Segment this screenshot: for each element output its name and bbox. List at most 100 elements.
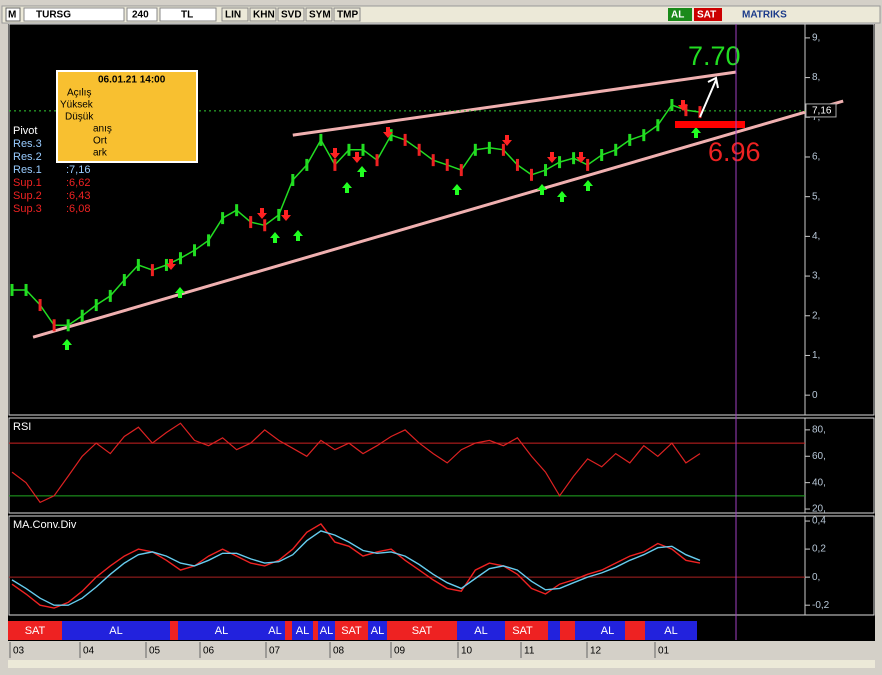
x-tick-label: 07 xyxy=(269,646,281,657)
y-tick-label: 1, xyxy=(812,350,820,361)
y-tick-label: 9, xyxy=(812,33,820,44)
info-field: Açılış xyxy=(67,88,91,99)
info-field: Yüksek xyxy=(60,100,94,111)
series-line xyxy=(11,530,701,606)
y-tick-label: 5, xyxy=(812,191,820,202)
signal-segment xyxy=(548,621,560,640)
symbol-box[interactable] xyxy=(23,7,125,22)
buy-button[interactable] xyxy=(668,8,692,21)
signal-segment xyxy=(457,621,505,640)
scrollbar[interactable] xyxy=(8,660,875,668)
info-field: Ort xyxy=(93,136,107,147)
signal-label: AL xyxy=(296,625,309,637)
signal-label: AL xyxy=(664,625,677,637)
x-tick-label: 05 xyxy=(149,646,161,657)
y-tick-label: 0, xyxy=(812,572,820,583)
pivot-name: Res.2 xyxy=(13,151,42,163)
toolbar-button[interactable] xyxy=(305,7,333,22)
symbol: TURSG xyxy=(36,10,71,21)
x-axis-strip xyxy=(8,641,875,659)
panel xyxy=(8,23,875,416)
up-arrow xyxy=(342,182,352,193)
signal-segment xyxy=(645,621,697,640)
y-tick-label: 3, xyxy=(812,271,820,282)
toolbar-button[interactable] xyxy=(333,7,361,22)
toolbar-button-label: KHN xyxy=(253,10,275,21)
signal-segment xyxy=(265,621,285,640)
signal-label: SAT xyxy=(25,625,46,637)
signal-label: AL xyxy=(474,625,487,637)
signal-segment xyxy=(285,621,292,640)
pivot-value: :6,08 xyxy=(66,203,90,215)
signal-label: SAT xyxy=(341,625,362,637)
signal-label: AL xyxy=(371,625,384,637)
target-low: 6.96 xyxy=(708,137,761,167)
x-tick-label: 03 xyxy=(13,646,25,657)
signal-segment xyxy=(540,621,548,640)
down-arrow xyxy=(502,135,512,146)
signal-label: AL xyxy=(215,625,228,637)
up-arrow xyxy=(691,127,701,138)
panel xyxy=(8,515,875,616)
panel-title: RSI xyxy=(13,421,31,433)
y-tick-label: -0,2 xyxy=(812,600,830,611)
y-tick-label: 0 xyxy=(812,390,818,401)
toolbar-button[interactable] xyxy=(249,7,277,22)
sell-label: SAT xyxy=(697,10,716,21)
sell-button[interactable] xyxy=(694,8,722,21)
y-tick-label: 6, xyxy=(812,152,820,163)
up-arrow xyxy=(62,339,72,350)
x-tick-label: 09 xyxy=(394,646,406,657)
down-arrow xyxy=(576,152,586,163)
y-tick-label: 0,2 xyxy=(812,544,826,555)
x-tick-label: 04 xyxy=(83,646,95,657)
panel xyxy=(8,417,875,514)
info-date: 06.01.21 14:00 xyxy=(98,75,166,86)
down-arrow xyxy=(352,152,362,163)
signal-label: AL xyxy=(268,625,281,637)
x-tick-label: 06 xyxy=(203,646,215,657)
signal-segment xyxy=(8,621,62,640)
toolbar-button[interactable] xyxy=(277,7,305,22)
toolbar-button-label: SVD xyxy=(281,10,302,21)
y-tick-label: 8, xyxy=(812,72,820,83)
pivot-name: Pivot xyxy=(13,125,37,137)
toolbar-button[interactable] xyxy=(221,7,249,22)
toolbar-button-label: TMP xyxy=(337,10,358,21)
signal-segment xyxy=(178,621,265,640)
toolbar-button-label: SYM xyxy=(309,10,331,21)
signal-segment xyxy=(387,621,457,640)
down-arrow xyxy=(547,152,557,163)
signal-segment xyxy=(625,621,645,640)
series-line xyxy=(12,104,701,327)
trendline xyxy=(292,70,737,137)
pivot-name: Res.1 xyxy=(13,164,42,176)
up-arrow xyxy=(175,287,185,298)
signal-label: AL xyxy=(601,625,614,637)
up-arrow xyxy=(557,191,567,202)
brand: MATRIKS xyxy=(742,10,787,21)
x-tick-label: 11 xyxy=(524,646,535,657)
info-field: ark xyxy=(93,148,108,159)
trendline xyxy=(32,99,844,339)
menu-letter: M xyxy=(8,10,16,21)
pivot-value: :6,43 xyxy=(66,190,90,202)
menu-button[interactable] xyxy=(5,7,21,22)
series-line xyxy=(11,522,701,609)
signal-segment xyxy=(368,621,387,640)
up-arrow xyxy=(270,232,280,243)
signal-segment xyxy=(575,621,590,640)
pivot-name: Sup.3 xyxy=(13,203,42,215)
down-arrow xyxy=(383,127,393,138)
y-tick-label: 4, xyxy=(812,231,820,242)
pivot-value: :6,62 xyxy=(66,177,90,189)
period-box[interactable] xyxy=(126,7,158,22)
down-arrow xyxy=(166,259,176,270)
signal-label: AL xyxy=(320,625,333,637)
signal-label: SAT xyxy=(512,625,533,637)
currency-box[interactable] xyxy=(159,7,217,22)
signal-segment xyxy=(560,621,575,640)
up-arrow xyxy=(583,180,593,191)
signal-segment xyxy=(590,621,625,640)
